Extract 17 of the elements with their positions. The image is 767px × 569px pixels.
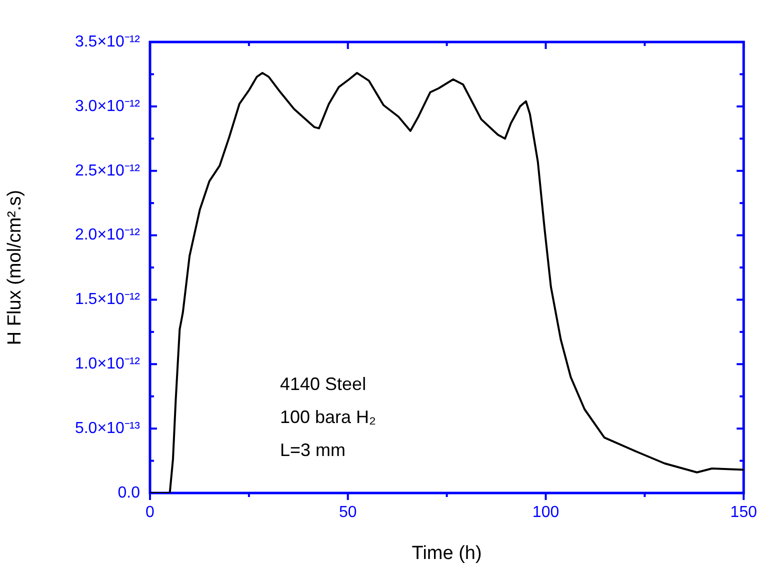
x-tick-label: 100 (532, 504, 560, 522)
x-axis-title: Time (h) (412, 542, 482, 564)
y-tick-label: 3.0×10⁻¹² (74, 98, 141, 115)
y-axis-title: H Flux (mol/cm².s) (4, 190, 26, 346)
y-tick-label: 3.5×10⁻¹² (74, 33, 141, 50)
y-tick-label: 5.0×10⁻¹³ (74, 420, 141, 437)
y-tick-label: 2.5×10⁻¹² (74, 162, 141, 180)
x-tick-label: 50 (338, 504, 357, 522)
y-tick-label: 1.5×10⁻¹² (74, 291, 141, 308)
annotation: L=3 mm (280, 440, 346, 460)
y-tick-label: 2.0×10⁻¹² (74, 226, 141, 244)
y-tick-label: 1.0×10⁻¹² (74, 356, 141, 373)
x-tick-label: 150 (730, 504, 758, 522)
y-tick-label: 0.0 (118, 484, 140, 502)
annotation: 100 bara H₂ (280, 407, 376, 427)
x-tick-label: 0 (146, 504, 155, 522)
annotation: 4140 Steel (280, 374, 366, 394)
